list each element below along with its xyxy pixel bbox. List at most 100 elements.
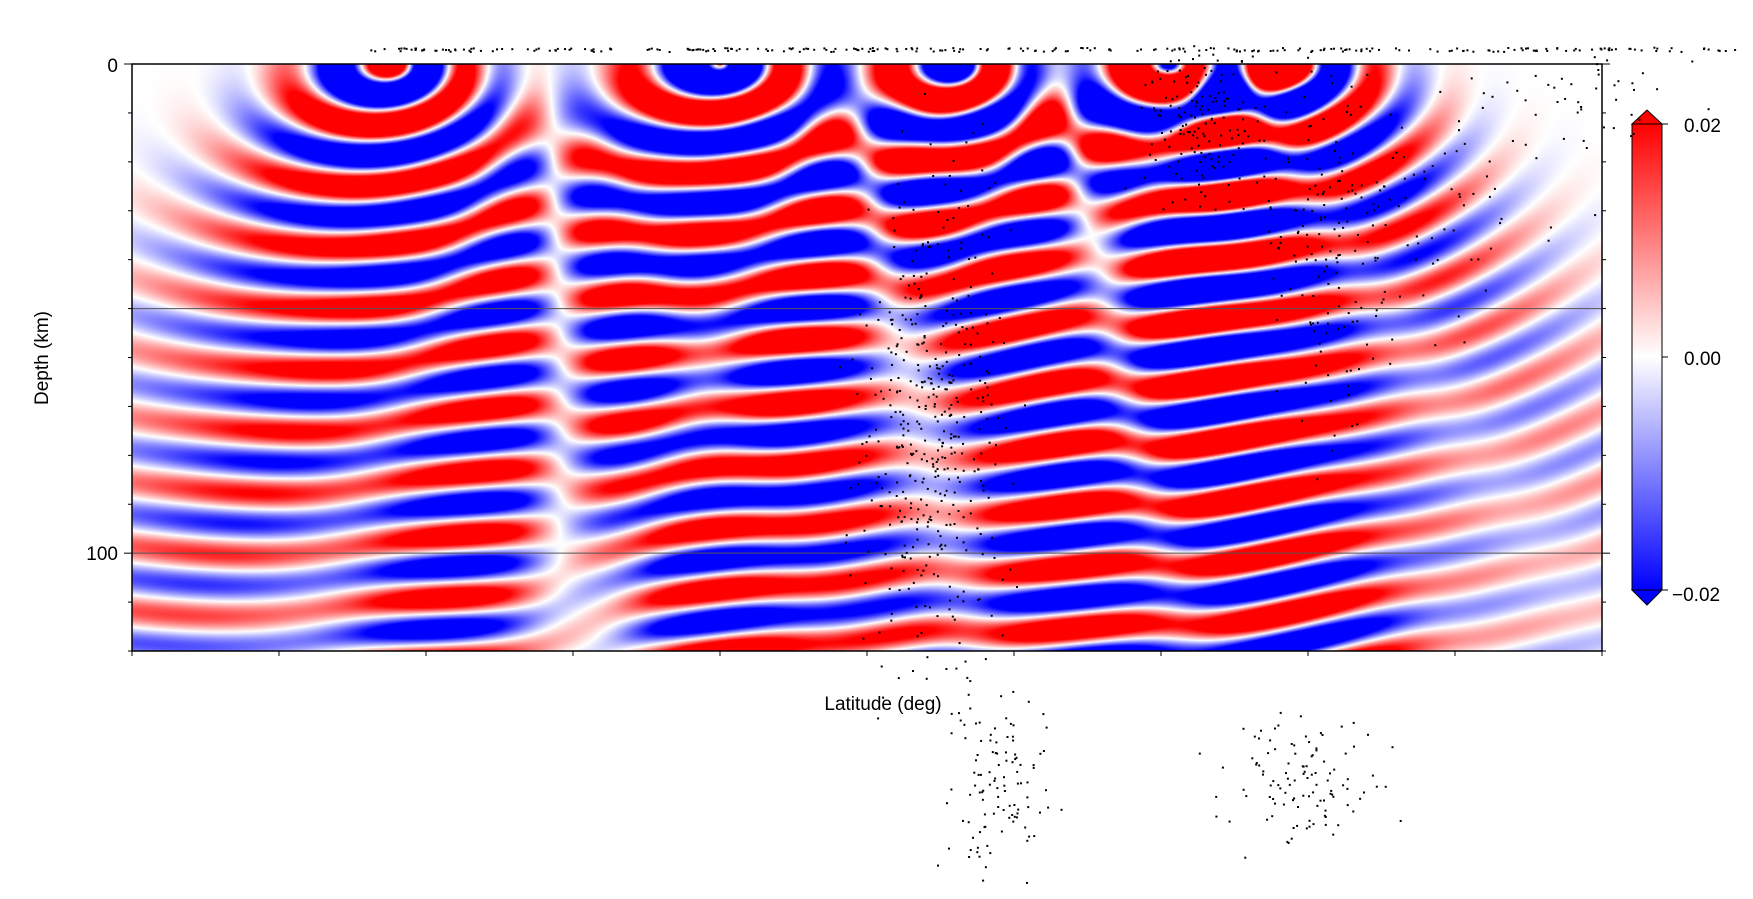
scatter-point	[1560, 77, 1563, 80]
scatter-point	[695, 48, 698, 51]
scatter-point	[1150, 143, 1153, 146]
scatter-point	[1215, 100, 1218, 103]
scatter-point	[918, 423, 921, 426]
scatter-point	[1668, 50, 1671, 53]
scatter-point	[1653, 46, 1656, 49]
scatter-point	[994, 752, 997, 754]
scatter-point	[702, 48, 705, 51]
scatter-point	[980, 452, 983, 455]
scatter-point	[1258, 764, 1261, 767]
scatter-point	[1612, 127, 1615, 130]
scatter-point	[1301, 225, 1304, 227]
scatter-point	[1486, 175, 1488, 178]
scatter-point	[853, 47, 855, 50]
heatmap-canvas	[132, 64, 1602, 651]
scatter-point	[1190, 114, 1193, 117]
scatter-point	[888, 311, 891, 314]
scatter-point	[1195, 100, 1198, 103]
scatter-point	[1366, 211, 1369, 214]
scatter-point	[932, 573, 935, 576]
scatter-point	[1333, 228, 1336, 231]
scatter-point	[1000, 830, 1003, 833]
scatter-point	[1324, 809, 1327, 812]
scatter-point	[948, 414, 951, 417]
scatter-point	[1243, 130, 1246, 133]
scatter-point	[1430, 237, 1433, 240]
scatter-point	[1183, 50, 1186, 53]
scatter-point	[956, 421, 958, 424]
scatter-point	[927, 241, 929, 244]
scatter-point	[1513, 48, 1516, 51]
scatter-point	[878, 301, 881, 304]
scatter-point	[813, 48, 816, 51]
scatter-point	[1312, 823, 1315, 826]
scatter-point	[942, 325, 945, 328]
scatter-point	[992, 341, 995, 344]
scatter-point	[887, 347, 890, 350]
scatter-point	[1124, 187, 1127, 190]
scatter-point	[1202, 132, 1205, 135]
scatter-point	[981, 123, 984, 126]
scatter-point	[830, 51, 833, 53]
scatter-point	[1585, 147, 1588, 149]
scatter-point	[924, 305, 927, 308]
scatter-point	[1294, 752, 1297, 755]
x-axis	[131, 651, 1603, 656]
scatter-point	[964, 343, 967, 345]
scatter-point	[940, 413, 943, 416]
scatter-point	[1314, 772, 1317, 774]
scatter-point	[1351, 320, 1354, 323]
scatter-point	[934, 415, 937, 418]
scatter-point	[692, 49, 695, 51]
scatter-point	[976, 397, 979, 400]
scatter-point	[953, 523, 956, 525]
scatter-point	[882, 397, 885, 400]
scatter-point	[1527, 47, 1529, 50]
scatter-point	[973, 458, 975, 461]
scatter-point	[877, 476, 880, 479]
scatter-point	[1003, 776, 1005, 779]
scatter-point	[1208, 153, 1211, 156]
scatter-point	[766, 50, 769, 52]
scatter-point	[1233, 48, 1236, 51]
scatter-point	[1285, 111, 1288, 114]
scatter-point	[1274, 748, 1277, 751]
scatter-point	[1168, 145, 1171, 148]
scatter-point	[986, 844, 989, 847]
scatter-point	[1042, 50, 1045, 53]
scatter-point	[1171, 98, 1174, 101]
scatter-point	[969, 499, 972, 502]
scatter-point	[746, 48, 749, 51]
scatter-point	[1175, 172, 1178, 175]
scatter-point	[405, 47, 408, 50]
scatter-point	[1703, 47, 1706, 50]
scatter-point	[1293, 744, 1296, 747]
scatter-point	[1613, 84, 1616, 87]
scatter-point	[934, 470, 937, 473]
scatter-point	[1186, 131, 1189, 133]
scatter-point	[979, 479, 982, 482]
scatter-point	[1337, 327, 1340, 330]
scatter-point	[1182, 133, 1185, 136]
scatter-point	[1308, 825, 1311, 828]
scatter-point	[1198, 752, 1201, 755]
scatter-point	[924, 93, 926, 95]
scatter-point	[1279, 787, 1282, 790]
scatter-point	[1267, 752, 1270, 755]
scatter-point	[1193, 151, 1196, 154]
scatter-point	[1151, 80, 1154, 83]
scatter-point	[1372, 357, 1375, 360]
scatter-point	[938, 367, 941, 370]
scatter-point	[1358, 368, 1360, 371]
scatter-point	[1404, 196, 1407, 199]
scatter-point	[946, 467, 949, 470]
scatter-point	[962, 364, 965, 367]
scatter-point	[909, 474, 912, 477]
scatter-point	[932, 393, 935, 396]
scatter-point	[896, 446, 899, 449]
scatter-point	[1307, 56, 1310, 59]
scatter-point	[1344, 752, 1347, 755]
scatter-point	[1345, 48, 1348, 51]
scatter-point	[1228, 200, 1231, 203]
scatter-point	[1332, 833, 1335, 836]
